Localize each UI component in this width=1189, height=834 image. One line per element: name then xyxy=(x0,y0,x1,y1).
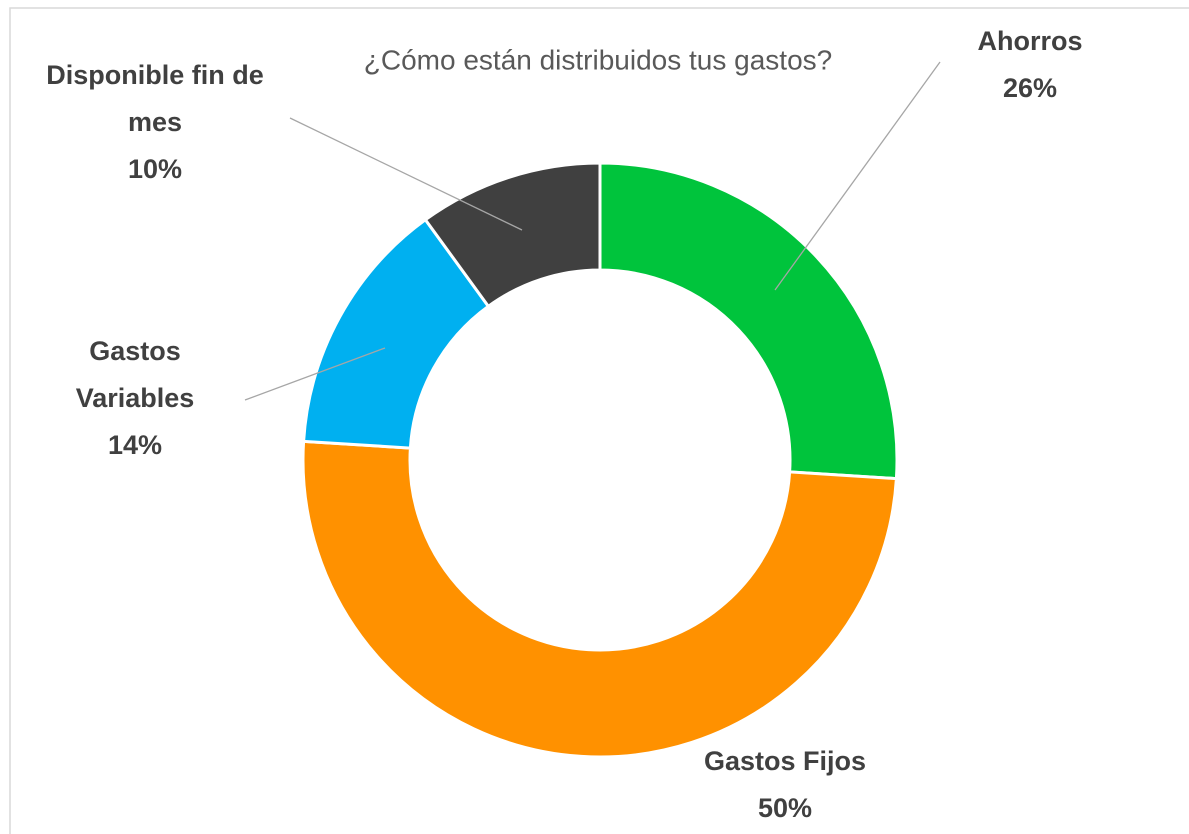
label-name: Disponible fin de mes xyxy=(46,60,264,137)
data-label: Ahorros 26% xyxy=(930,18,1130,112)
donut-segment xyxy=(301,439,899,759)
data-label: Gastos Variables 14% xyxy=(50,328,220,469)
donut-segment xyxy=(598,161,899,481)
data-label: Disponible fin de mes 10% xyxy=(20,52,290,193)
donut-segment xyxy=(423,161,602,309)
label-value: 14% xyxy=(107,430,163,460)
label-name: Gastos Variables xyxy=(75,336,195,413)
leader-line xyxy=(289,117,523,231)
chart-title: ¿Cómo están distribuidos tus gastos? xyxy=(364,44,832,75)
label-name: Gastos Fijos xyxy=(703,746,867,776)
label-value: 10% xyxy=(127,154,183,184)
leader-line xyxy=(774,61,941,291)
label-name: Ahorros xyxy=(977,26,1083,56)
label-value: 26% xyxy=(1002,73,1058,103)
label-value: 50% xyxy=(757,793,813,823)
leader-line xyxy=(244,347,386,401)
data-label: Gastos Fijos 50% xyxy=(655,738,915,832)
